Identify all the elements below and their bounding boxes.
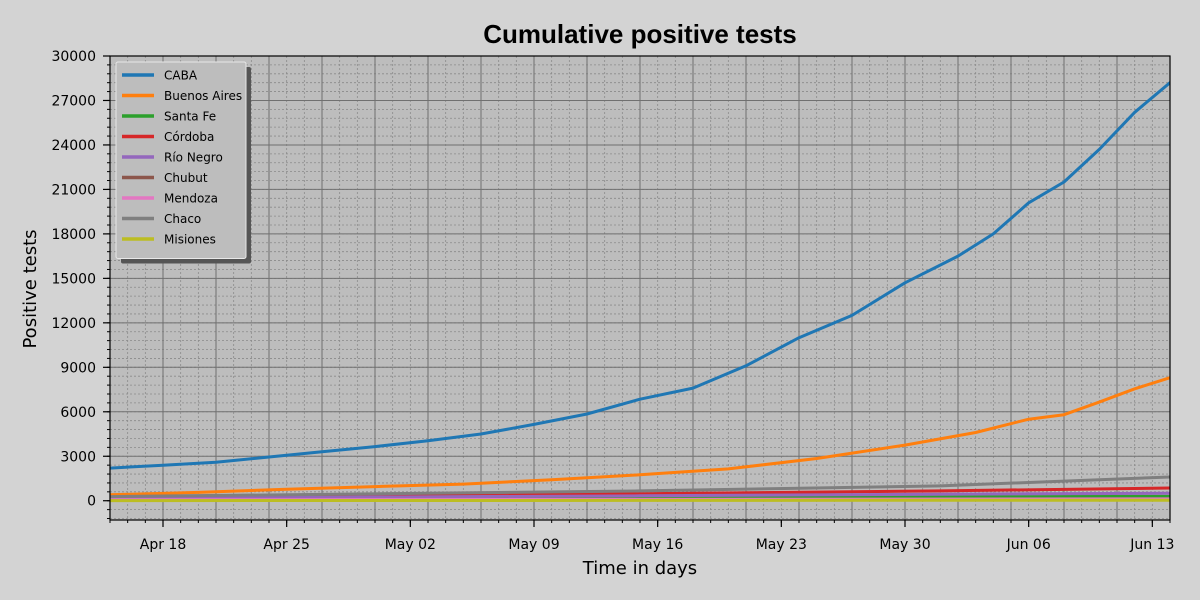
y-tick-label: 6000	[60, 405, 96, 421]
x-axis-label: Time in days	[582, 558, 697, 579]
x-tick-label: May 09	[508, 537, 559, 553]
y-tick-label: 12000	[51, 316, 96, 332]
legend-label: Mendoza	[164, 192, 218, 206]
legend-label: Santa Fe	[164, 110, 216, 124]
x-axis: Apr 18 Apr 25 May 02 May 09 May 16 May 23 May …	[109, 520, 1174, 553]
legend-label: Chaco	[164, 212, 201, 226]
x-tick-label: Jun 06	[1006, 537, 1051, 553]
series-line-r-o-negro	[110, 491, 1170, 500]
y-tick-label: 27000	[51, 93, 96, 109]
legend-label: Córdoba	[164, 130, 214, 144]
y-tick-label: 9000	[60, 360, 96, 376]
major-grid	[109, 55, 1171, 520]
x-tick-label: May 02	[385, 537, 436, 553]
y-axis-label: Positive tests	[20, 229, 41, 348]
legend-label: Río Negro	[164, 151, 223, 165]
y-tick-label: 18000	[51, 227, 96, 243]
y-tick-label: 3000	[60, 449, 96, 465]
legend-label: Misiones	[164, 233, 216, 247]
series-line-caba	[110, 81, 1170, 470]
x-tick-label: May 30	[879, 537, 930, 553]
legend-label: CABA	[164, 69, 198, 83]
y-tick-label: 24000	[51, 138, 96, 154]
legend-box	[115, 61, 247, 259]
series-line-chaco	[110, 475, 1170, 499]
y-tick-label: 15000	[51, 271, 96, 287]
legend-label: Buenos Aires	[164, 89, 242, 103]
chart-title: Cumulative positive tests	[483, 19, 797, 49]
x-tick-label: May 16	[632, 537, 683, 553]
legend: CABA Buenos Aires Santa Fe Córdoba Río Negro…	[115, 61, 251, 264]
y-axis: 0 3000 6000 9000 12000 15000 18000 21000 24000 27…	[51, 49, 110, 520]
x-tick-label: Jun 13	[1129, 537, 1174, 553]
y-tick-label: 21000	[51, 182, 96, 198]
series-layer	[110, 81, 1170, 503]
y-tick-label: 0	[87, 494, 96, 510]
x-tick-label: Apr 25	[263, 537, 309, 553]
x-tick-label: Apr 18	[140, 537, 186, 553]
series-line-buenos-aires	[110, 376, 1170, 497]
y-tick-label: 30000	[51, 49, 96, 65]
x-tick-label: May 23	[756, 537, 807, 553]
legend-label: Chubut	[164, 171, 208, 185]
